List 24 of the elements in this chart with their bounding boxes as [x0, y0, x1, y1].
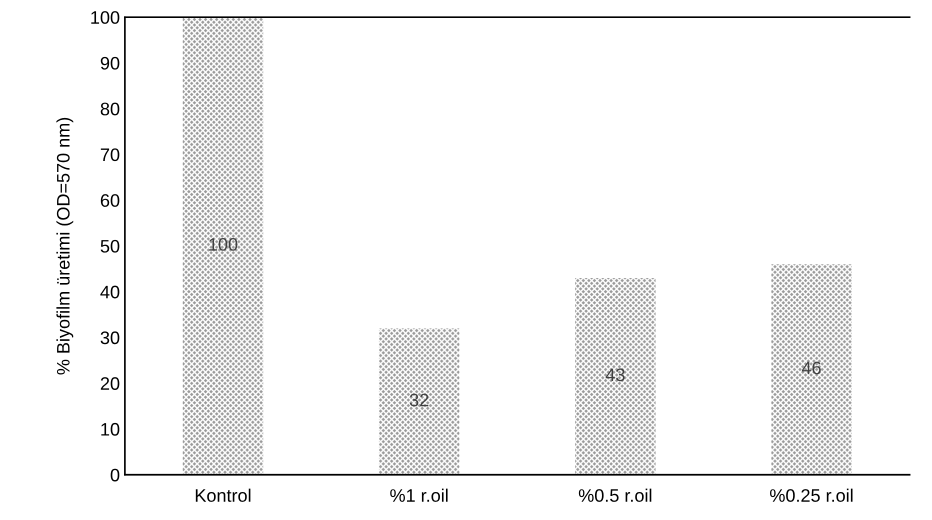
bar — [771, 264, 852, 475]
y-tick-label: 70 — [100, 148, 120, 162]
data-label: 32 — [410, 394, 428, 406]
y-tick-label: 0 — [110, 468, 120, 482]
x-tick-label: %1 r.oil — [390, 488, 448, 502]
x-tick-label: %0.25 r.oil — [770, 488, 852, 502]
y-tick-label: 60 — [100, 194, 120, 207]
y-tick-label: 10 — [101, 422, 120, 436]
y-tick-label: 20 — [100, 377, 120, 390]
y-tick-label: 30 — [100, 331, 120, 344]
x-tick-label: %0.5 r.oil — [578, 488, 652, 502]
y-tick-label: 90 — [100, 56, 120, 70]
bar — [182, 17, 264, 475]
x-tick-label: Kontrol — [196, 488, 250, 502]
bar — [575, 278, 656, 475]
data-label: 100 — [209, 238, 238, 251]
y-tick-label: 40 — [100, 286, 120, 298]
y-axis-title: % Biyofilm üretimi (OD=570 nm) — [56, 118, 74, 374]
y-tick-label: 80 — [100, 102, 120, 116]
y-tick-label: 100 — [91, 11, 120, 24]
data-label: 46 — [802, 362, 821, 374]
bar — [378, 328, 460, 475]
data-label: 43 — [606, 368, 625, 382]
y-tick-label: 50 — [100, 240, 120, 253]
